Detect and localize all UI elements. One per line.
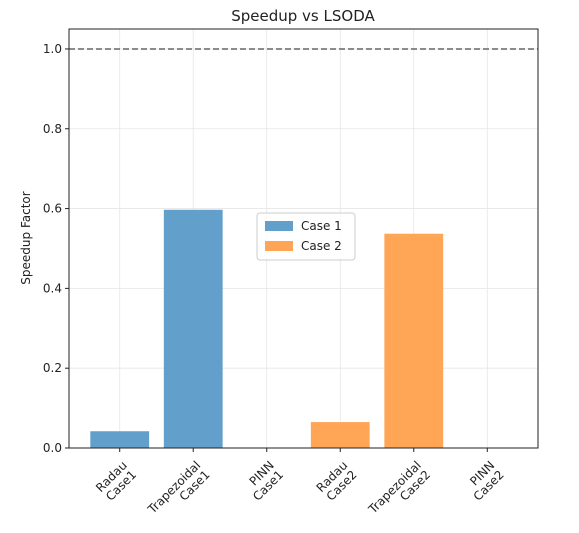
legend-swatch bbox=[265, 241, 293, 251]
y-tick-label: 0.0 bbox=[43, 441, 62, 455]
x-tick-label: RadauCase2 bbox=[314, 458, 360, 504]
bar bbox=[384, 233, 444, 448]
y-tick-label: 0.8 bbox=[43, 122, 62, 136]
x-tick-label: PINNCase1 bbox=[241, 458, 286, 503]
y-tick-label: 0.4 bbox=[43, 281, 62, 295]
bar bbox=[90, 431, 150, 448]
axes-frame bbox=[68, 28, 539, 449]
chart-title: Speedup vs LSODA bbox=[231, 7, 375, 25]
x-tick-label: RadauCase1 bbox=[93, 458, 139, 504]
legend-label: Case 2 bbox=[301, 239, 342, 253]
x-tick-label: TrapezoidalCase2 bbox=[365, 458, 433, 526]
y-tick-label: 0.6 bbox=[43, 202, 62, 216]
legend-swatch bbox=[265, 221, 293, 231]
legend-label: Case 1 bbox=[301, 219, 342, 233]
y-axis-label: Speedup Factor bbox=[19, 191, 33, 284]
bar bbox=[310, 422, 370, 448]
y-tick-label: 0.2 bbox=[43, 361, 62, 375]
x-tick-label: PINNCase2 bbox=[461, 458, 506, 503]
y-tick-label: 1.0 bbox=[43, 42, 62, 56]
x-tick-label: TrapezoidalCase1 bbox=[145, 458, 213, 526]
bar bbox=[163, 209, 223, 448]
